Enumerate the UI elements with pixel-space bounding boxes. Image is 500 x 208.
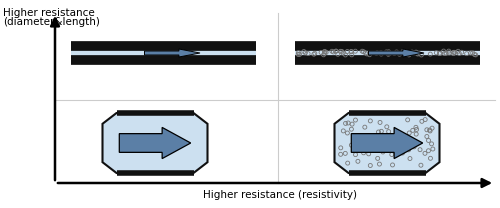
Polygon shape [352, 127, 422, 158]
Polygon shape [102, 113, 208, 173]
Polygon shape [144, 49, 200, 57]
Bar [70, 48, 256, 58]
Text: Higher resistance: Higher resistance [3, 8, 95, 18]
Polygon shape [120, 127, 190, 158]
Polygon shape [334, 113, 440, 173]
Polygon shape [368, 49, 424, 57]
Bar [294, 48, 480, 58]
Text: (diameter&length): (diameter&length) [3, 17, 100, 27]
Text: Higher resistance (resistivity): Higher resistance (resistivity) [203, 190, 357, 200]
